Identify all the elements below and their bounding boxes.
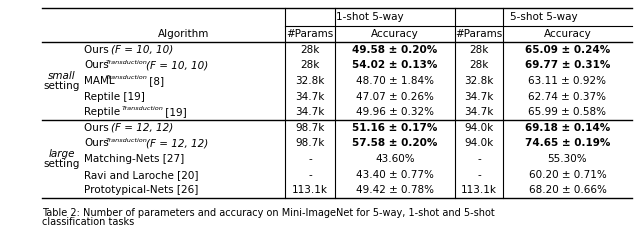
Text: 28k: 28k [469, 61, 489, 70]
Text: Accuracy: Accuracy [371, 29, 419, 39]
Text: 28k: 28k [300, 61, 320, 70]
Text: classification tasks: classification tasks [42, 217, 134, 227]
Text: Reptile: Reptile [84, 107, 120, 117]
Text: 57.58 ± 0.20%: 57.58 ± 0.20% [352, 138, 438, 148]
Text: 32.8k: 32.8k [464, 76, 493, 86]
Text: Transduction: Transduction [106, 75, 148, 80]
Text: Algorithm: Algorithm [158, 29, 209, 39]
Text: small: small [48, 71, 76, 81]
Text: 5-shot 5-way: 5-shot 5-way [509, 12, 577, 22]
Text: Table 2: Number of parameters and accuracy on Mini-ImageNet for 5-way, 1-shot an: Table 2: Number of parameters and accura… [42, 208, 495, 218]
Text: 28k: 28k [300, 45, 320, 55]
Text: (F = 12, 12): (F = 12, 12) [111, 123, 173, 133]
Text: 74.65 ± 0.19%: 74.65 ± 0.19% [525, 138, 610, 148]
Text: 32.8k: 32.8k [295, 76, 324, 86]
Text: 65.09 ± 0.24%: 65.09 ± 0.24% [525, 45, 610, 55]
Text: 63.11 ± 0.92%: 63.11 ± 0.92% [529, 76, 607, 86]
Text: 49.58 ± 0.20%: 49.58 ± 0.20% [353, 45, 438, 55]
Text: -: - [308, 154, 312, 164]
Text: large: large [49, 149, 76, 159]
Text: 48.70 ± 1.84%: 48.70 ± 1.84% [356, 76, 434, 86]
Text: Matching-Nets [27]: Matching-Nets [27] [84, 154, 184, 164]
Text: Accuracy: Accuracy [543, 29, 591, 39]
Text: (F = 10, 10): (F = 10, 10) [111, 45, 173, 55]
Text: -: - [308, 170, 312, 180]
Text: 60.20 ± 0.71%: 60.20 ± 0.71% [529, 170, 606, 180]
Text: -: - [477, 170, 481, 180]
Text: 65.99 ± 0.58%: 65.99 ± 0.58% [529, 107, 607, 117]
Text: -: - [477, 154, 481, 164]
Text: 34.7k: 34.7k [295, 107, 324, 117]
Text: 54.02 ± 0.13%: 54.02 ± 0.13% [352, 61, 438, 70]
Text: [19]: [19] [162, 107, 187, 117]
Text: Ours: Ours [84, 61, 109, 70]
Text: Reptile [19]: Reptile [19] [84, 92, 145, 102]
Text: 113.1k: 113.1k [292, 185, 328, 195]
Text: 98.7k: 98.7k [295, 123, 324, 133]
Text: 43.40 ± 0.77%: 43.40 ± 0.77% [356, 170, 434, 180]
Text: 28k: 28k [469, 45, 489, 55]
Text: 94.0k: 94.0k [465, 138, 493, 148]
Text: 49.96 ± 0.32%: 49.96 ± 0.32% [356, 107, 434, 117]
Text: 34.7k: 34.7k [295, 92, 324, 102]
Text: (F = 10, 10): (F = 10, 10) [146, 61, 208, 70]
Text: Transduction: Transduction [106, 60, 148, 64]
Text: 51.16 ± 0.17%: 51.16 ± 0.17% [352, 123, 438, 133]
Text: #Params: #Params [286, 29, 333, 39]
Text: Ours: Ours [84, 45, 112, 55]
Text: Transduction: Transduction [106, 138, 148, 143]
Text: 69.18 ± 0.14%: 69.18 ± 0.14% [525, 123, 610, 133]
Text: 34.7k: 34.7k [464, 107, 493, 117]
Text: [8]: [8] [146, 76, 164, 86]
Text: 1-shot 5-way: 1-shot 5-way [336, 12, 404, 22]
Text: setting: setting [44, 159, 80, 169]
Text: 55.30%: 55.30% [548, 154, 588, 164]
Text: 49.42 ± 0.78%: 49.42 ± 0.78% [356, 185, 434, 195]
Text: 69.77 ± 0.31%: 69.77 ± 0.31% [525, 61, 610, 70]
Text: 34.7k: 34.7k [464, 92, 493, 102]
Text: 98.7k: 98.7k [295, 138, 324, 148]
Text: 113.1k: 113.1k [461, 185, 497, 195]
Text: 43.60%: 43.60% [375, 154, 415, 164]
Text: 47.07 ± 0.26%: 47.07 ± 0.26% [356, 92, 434, 102]
Text: 68.20 ± 0.66%: 68.20 ± 0.66% [529, 185, 607, 195]
Text: #Params: #Params [456, 29, 502, 39]
Text: 62.74 ± 0.37%: 62.74 ± 0.37% [529, 92, 607, 102]
Text: Ravi and Laroche [20]: Ravi and Laroche [20] [84, 170, 198, 180]
Text: setting: setting [44, 81, 80, 91]
Text: Prototypical-Nets [26]: Prototypical-Nets [26] [84, 185, 198, 195]
Text: 94.0k: 94.0k [465, 123, 493, 133]
Text: (F = 12, 12): (F = 12, 12) [146, 138, 208, 148]
Text: MAML: MAML [84, 76, 115, 86]
Text: Transduction: Transduction [122, 106, 164, 111]
Text: Ours: Ours [84, 138, 109, 148]
Text: Ours: Ours [84, 123, 112, 133]
